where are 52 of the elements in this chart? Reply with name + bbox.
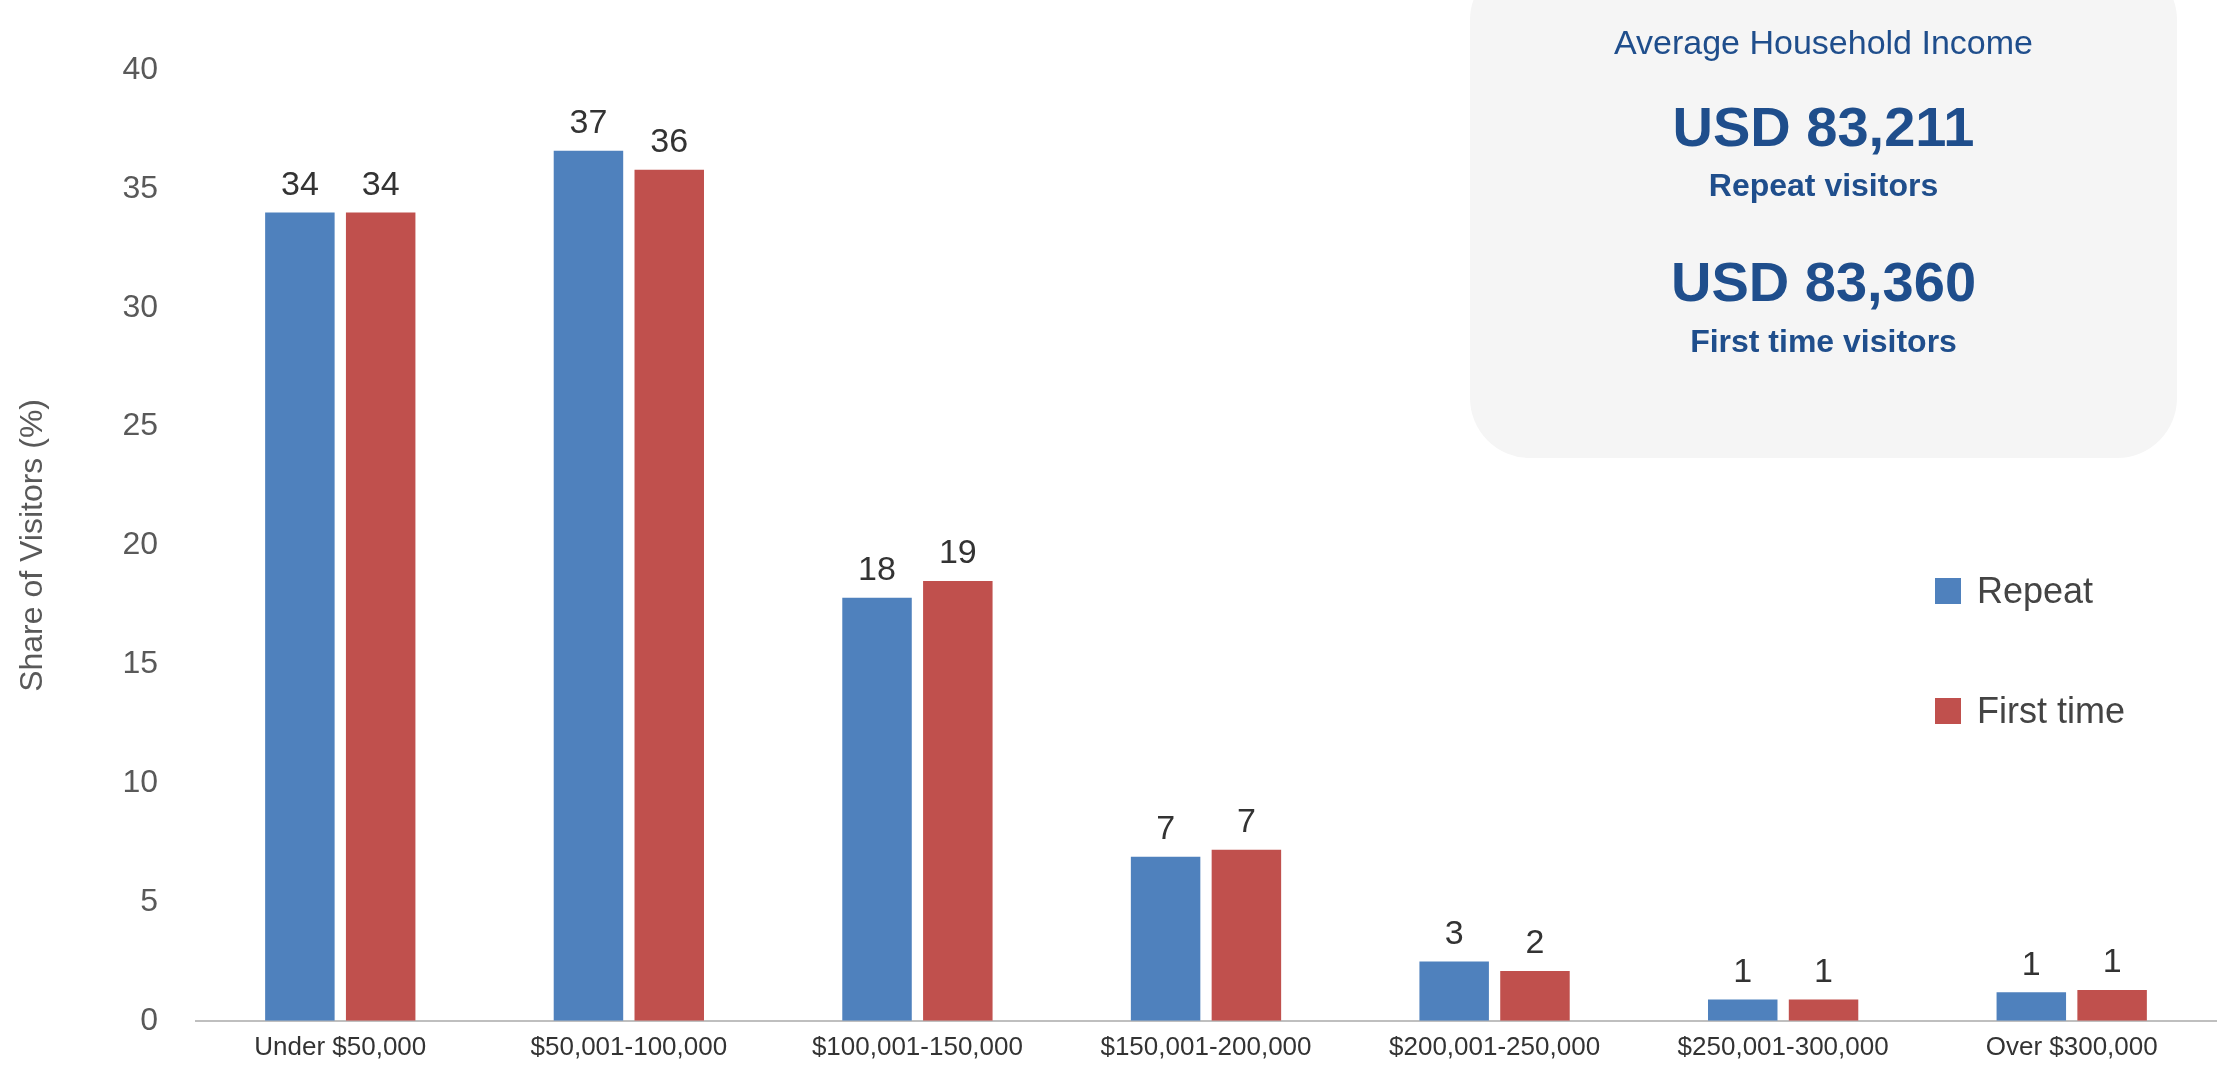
data-label: 7 <box>1156 808 1176 847</box>
y-axis-title: Share of Visitors (%) <box>13 398 50 692</box>
x-tick-label: $250,001-300,000 <box>1677 1030 1889 1061</box>
bar <box>553 150 624 1021</box>
data-label: 3 <box>1444 912 1464 951</box>
x-tick-label: Over $300,000 <box>1985 1030 2158 1061</box>
x-tick-label: $200,001-250,000 <box>1389 1030 1601 1061</box>
bar <box>1500 970 1570 1021</box>
x-tick-label: $150,001-200,000 <box>1100 1030 1312 1061</box>
bar <box>923 581 993 1021</box>
bar <box>265 212 335 1021</box>
bar <box>1996 992 2067 1021</box>
y-tick-label: 5 <box>140 881 158 918</box>
data-label: 34 <box>361 163 400 202</box>
y-tick-label: 40 <box>122 49 158 86</box>
data-label: 1 <box>1814 950 1833 989</box>
bar <box>2077 989 2147 1021</box>
y-tick-label: 20 <box>122 525 158 562</box>
data-label: 36 <box>650 121 689 160</box>
bar <box>1708 999 1778 1021</box>
y-tick-label: 0 <box>140 1000 158 1037</box>
text: Average Household Income <box>1614 23 2033 61</box>
y-tick-label: 25 <box>122 406 158 443</box>
data-label: 34 <box>280 163 319 202</box>
data-label: 37 <box>569 102 608 141</box>
data-label: 1 <box>1733 950 1753 989</box>
y-tick-label: 15 <box>122 644 158 681</box>
data-label: 1 <box>2021 943 2041 982</box>
legend-label: First time <box>1977 690 2125 732</box>
annotation: Repeat visitors <box>1707 166 1940 205</box>
bar <box>1788 999 1859 1021</box>
data-label: 19 <box>938 532 977 571</box>
annotation: USD 83,360 <box>1669 249 1978 316</box>
bar <box>842 597 912 1021</box>
y-tick-label: 35 <box>122 168 158 205</box>
data-label: 7 <box>1236 801 1256 840</box>
x-tick-label: $50,001-100,000 <box>530 1030 728 1061</box>
bar <box>345 212 416 1021</box>
data-label: 1 <box>2102 941 2122 980</box>
x-tick-label: Under $50,000 <box>254 1030 427 1061</box>
annotation: First time visitors <box>1689 321 1958 360</box>
legend-label: Repeat <box>1977 570 2094 612</box>
bar <box>1130 856 1201 1021</box>
y-tick-label: 10 <box>122 762 158 799</box>
bar <box>1419 961 1489 1021</box>
annotation: USD 83,211 <box>1671 93 1976 160</box>
x-tick-label: $100,001-150,000 <box>811 1030 1023 1061</box>
data-label: 18 <box>858 549 896 588</box>
y-tick-label: 30 <box>122 287 158 324</box>
bar <box>1211 849 1282 1021</box>
bar <box>634 169 704 1021</box>
data-label: 2 <box>1525 922 1545 961</box>
